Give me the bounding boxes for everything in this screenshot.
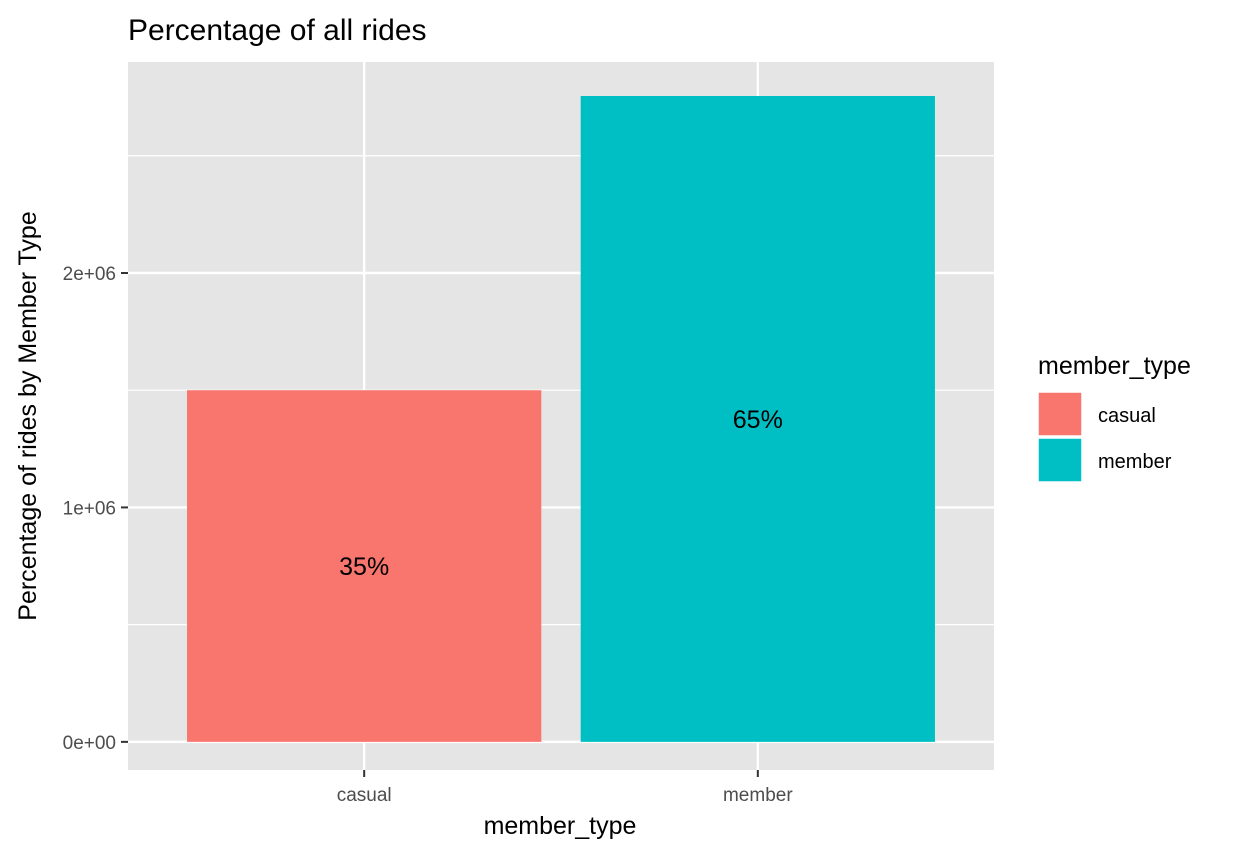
bar-labels: 35% 65% <box>339 406 783 581</box>
y-tick-label: 2e+06 <box>63 264 116 285</box>
chart-title: Percentage of all rides <box>128 14 427 47</box>
legend-key-member <box>1037 437 1083 483</box>
y-axis-label: Percentage of rides by Member Type <box>14 211 42 620</box>
x-axis-label: member_type <box>484 812 637 840</box>
x-axis: casual member <box>337 770 793 806</box>
y-tick-label: 0e+00 <box>63 733 116 754</box>
x-tick-label: member <box>723 785 793 806</box>
legend: member_type casual member <box>1037 352 1191 483</box>
legend-label-member: member <box>1098 451 1172 473</box>
legend-label-casual: casual <box>1098 405 1156 427</box>
legend-key-casual <box>1037 391 1083 437</box>
bar-label-member: 65% <box>733 406 783 434</box>
bar-member <box>580 95 935 742</box>
x-tick-label: casual <box>337 785 392 806</box>
legend-title: member_type <box>1038 352 1191 380</box>
y-axis: 0e+00 1e+06 2e+06 <box>63 264 128 754</box>
bar-casual <box>187 390 542 742</box>
bars <box>187 95 935 742</box>
bar-label-casual: 35% <box>339 553 389 581</box>
y-tick-label: 1e+06 <box>63 498 116 519</box>
